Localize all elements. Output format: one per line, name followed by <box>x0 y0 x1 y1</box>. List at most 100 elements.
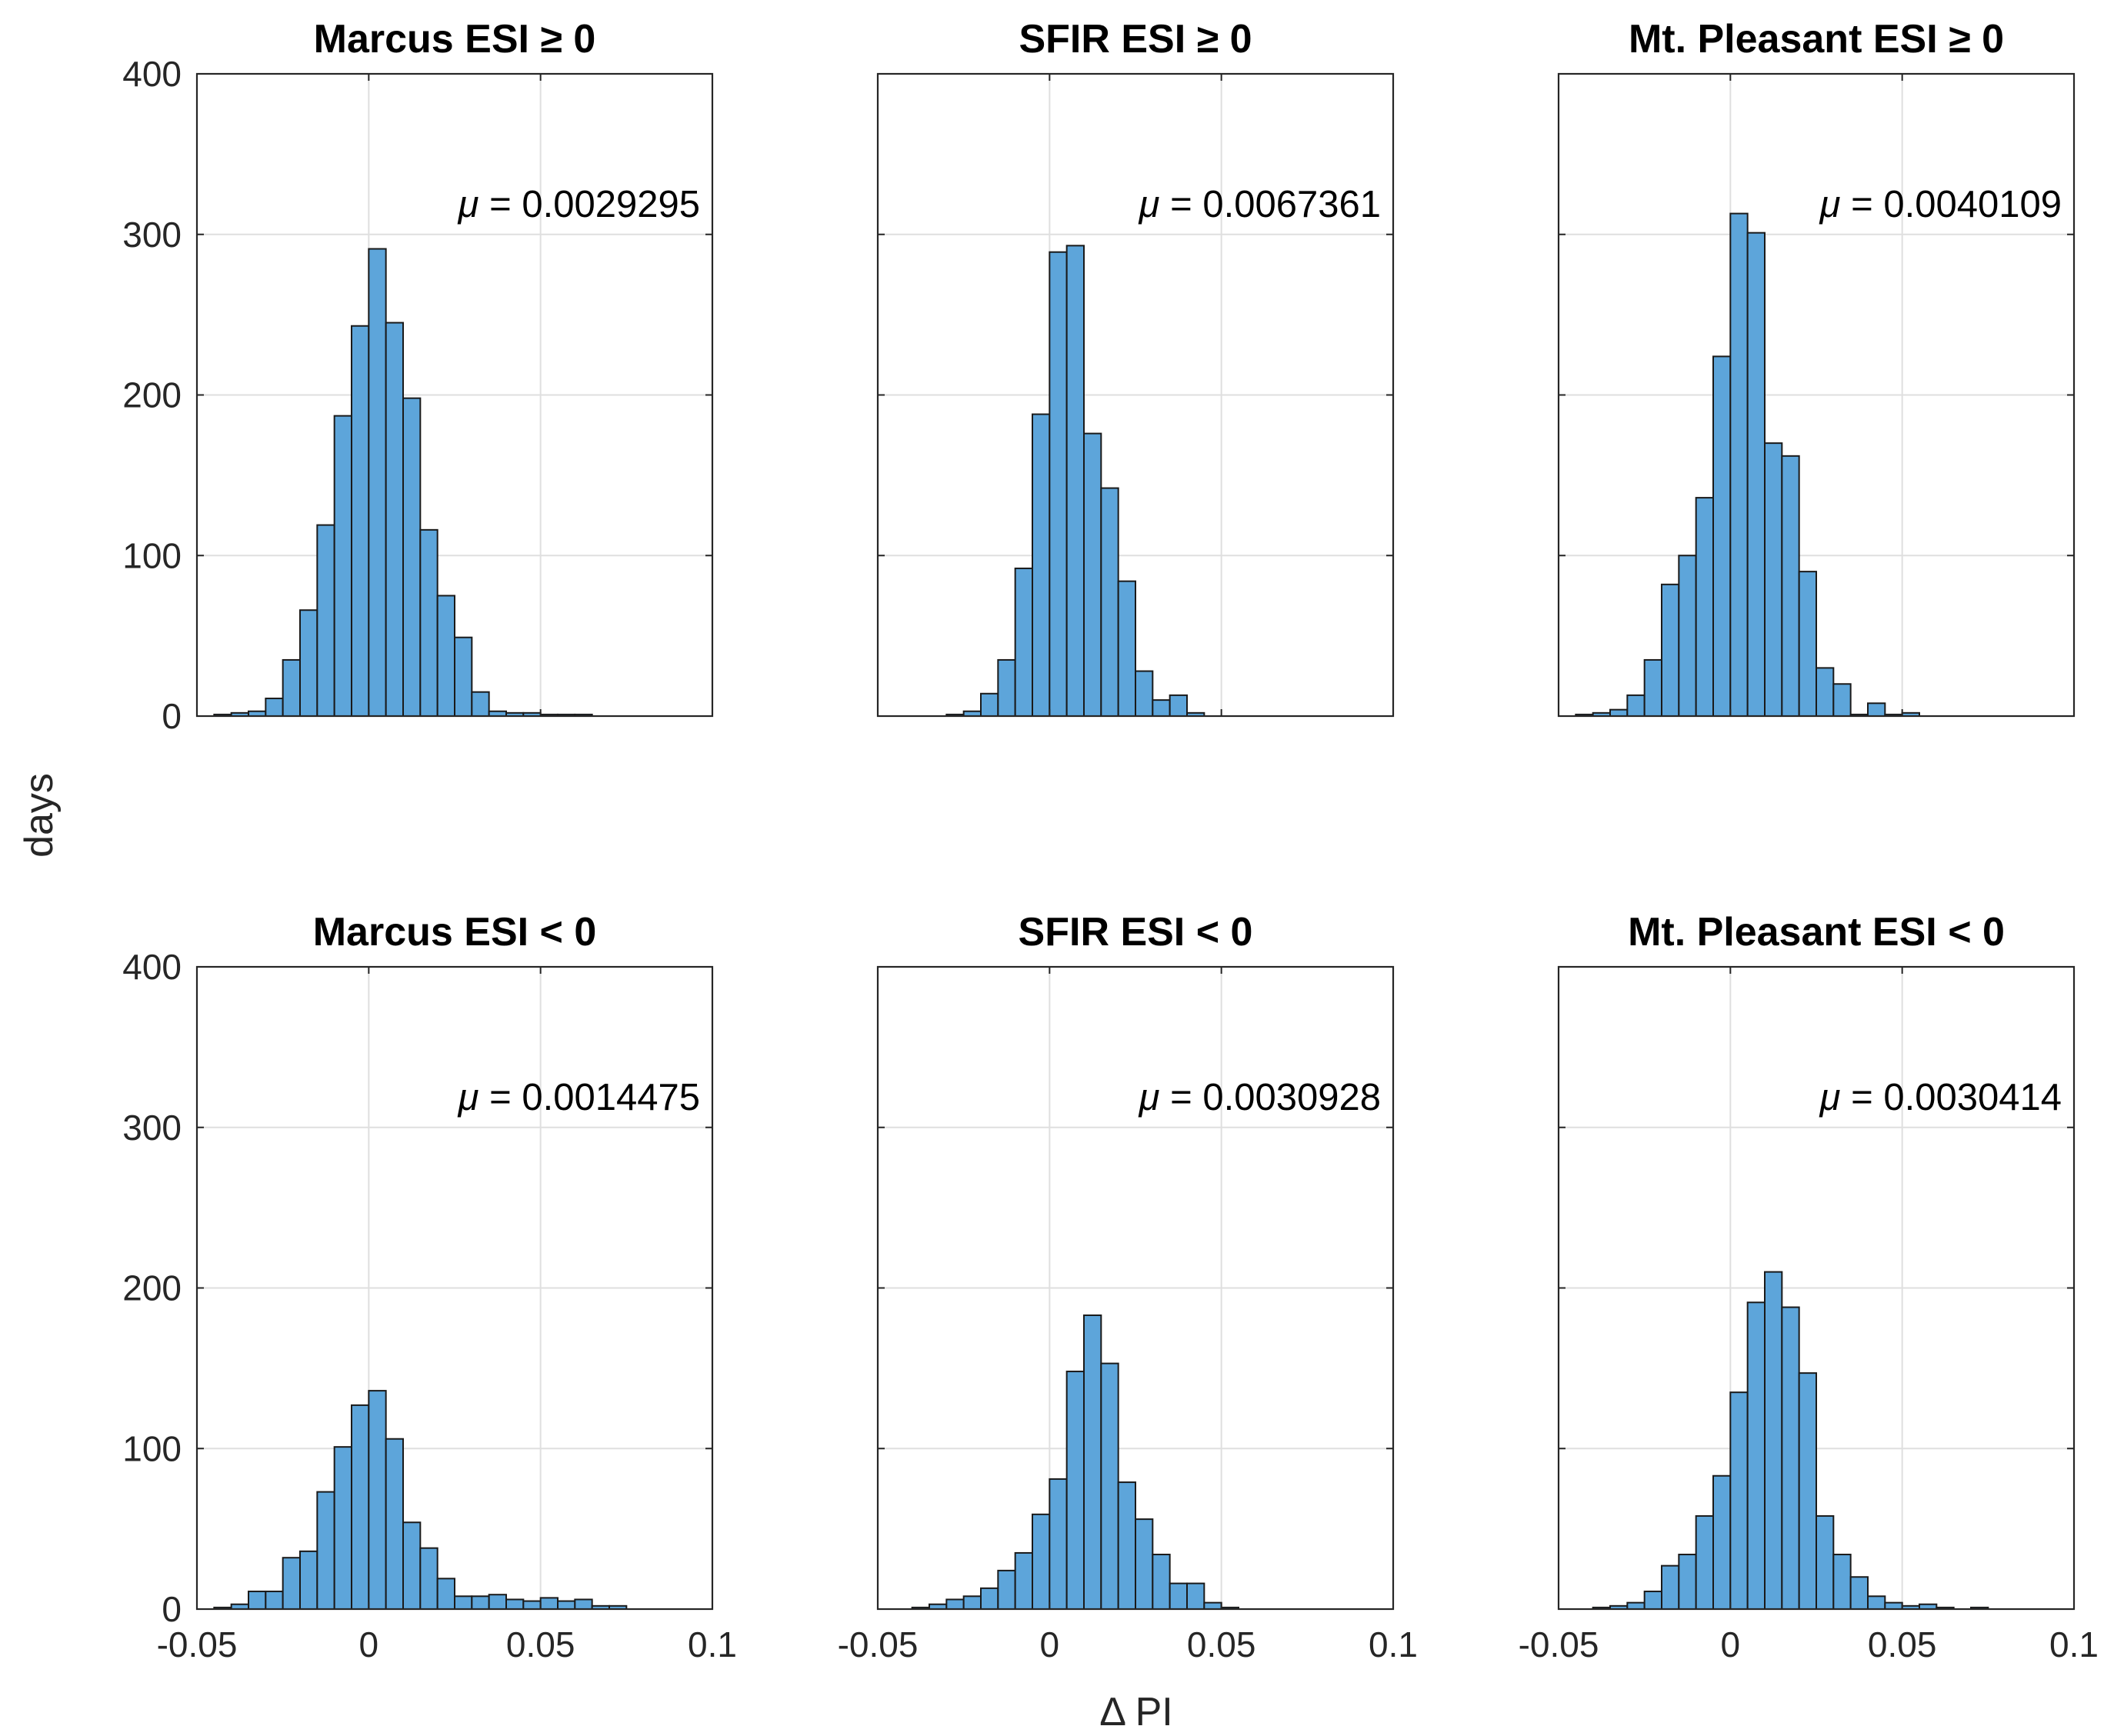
panel-title: Marcus ESI ≥ 0 <box>314 17 596 62</box>
mean-value: = 0.0067361 <box>1170 184 1381 225</box>
histogram-bar <box>1032 1513 1051 1611</box>
panel-title: Mt. Pleasant ESI < 0 <box>1628 910 2005 955</box>
x-tick-label: 0.1 <box>688 1624 737 1664</box>
histogram-bar <box>1867 702 1886 717</box>
histogram-bar <box>248 1591 267 1611</box>
histogram-bar <box>1746 1301 1766 1610</box>
histogram-bar <box>1661 583 1680 718</box>
histogram-bar <box>419 1547 438 1611</box>
histogram-bar <box>1816 667 1835 717</box>
histogram-bar <box>1643 1591 1663 1611</box>
histogram-bar <box>1032 413 1051 717</box>
histogram-bar <box>980 692 999 718</box>
histogram-bar <box>1712 1474 1732 1611</box>
histogram-bar <box>1832 683 1852 717</box>
histogram-bar <box>1764 442 1783 717</box>
histogram-bar <box>505 1598 525 1611</box>
histogram-bar <box>1626 1601 1646 1610</box>
histogram-bar <box>265 1591 284 1611</box>
histogram-bar <box>1117 580 1136 718</box>
histogram-bar <box>471 691 490 717</box>
histogram-bar <box>997 658 1016 717</box>
mean-value: = 0.0029295 <box>489 184 700 225</box>
histogram-bar <box>1729 1391 1749 1610</box>
histogram-bar <box>333 415 352 717</box>
histogram-bar <box>1643 658 1663 717</box>
mean-value: = 0.0014475 <box>489 1077 700 1118</box>
histogram-bar <box>351 325 370 717</box>
x-tick-label: 0.1 <box>2049 1624 2099 1664</box>
mu-symbol: μ <box>457 184 489 225</box>
y-axis-label: days <box>17 773 62 858</box>
histogram-bar <box>1203 1601 1222 1610</box>
histogram-bar <box>1746 232 1766 718</box>
histogram-bar <box>1832 1554 1852 1611</box>
histogram-bar <box>333 1446 352 1610</box>
x-tick-label: 0 <box>1721 1624 1741 1664</box>
histogram-bar <box>1695 497 1715 717</box>
mu-symbol: μ <box>1819 1077 1851 1118</box>
histogram-bar <box>1100 1362 1119 1611</box>
histogram-bar <box>539 1597 559 1610</box>
histogram-bar <box>265 698 284 717</box>
histogram-bar <box>299 609 318 717</box>
histogram-bar <box>1083 1314 1102 1611</box>
histogram-bar <box>1678 555 1697 717</box>
panel-title: SFIR ESI ≥ 0 <box>1019 17 1252 62</box>
histogram-bar <box>945 1598 965 1611</box>
histogram-bar <box>980 1587 999 1611</box>
mu-symbol: μ <box>1819 184 1851 225</box>
mean-annotation: μ = 0.0029295 <box>457 184 700 225</box>
histogram-bar <box>436 1578 456 1610</box>
histogram-bar <box>1014 1551 1033 1610</box>
y-tick-label: 0 <box>162 696 182 736</box>
histogram-bar <box>1661 1564 1680 1610</box>
histogram-bar <box>1065 245 1085 717</box>
mean-value: = 0.0030414 <box>1851 1077 2062 1118</box>
histogram-bar <box>1798 571 1818 717</box>
histogram-bar <box>962 1595 982 1611</box>
mu-symbol: μ <box>1138 184 1170 225</box>
histogram-bar <box>1626 694 1646 717</box>
histogram-bar <box>557 1600 576 1610</box>
histogram-bar <box>1083 432 1102 717</box>
histogram-bar <box>299 1550 318 1610</box>
histogram-bar <box>1117 1481 1136 1611</box>
mean-annotation: μ = 0.0030414 <box>1819 1077 2062 1118</box>
histogram-bar <box>1781 455 1800 717</box>
y-tick-label: 0 <box>162 1589 182 1629</box>
histogram-bar <box>1884 1601 1903 1610</box>
histogram-panel-6: -0.05 0 0.05 0.1 Mt. Pleasant ESI < 0 μ = 0.0… <box>1519 910 2099 1664</box>
y-tick-label: 200 <box>122 375 182 415</box>
mean-annotation: μ = 0.0067361 <box>1138 184 1381 225</box>
mean-annotation: μ = 0.0014475 <box>457 1077 700 1118</box>
histogram-bar <box>471 1595 490 1611</box>
histogram-bar <box>419 528 438 717</box>
mean-value: = 0.0040109 <box>1851 184 2062 225</box>
y-tick-label: 400 <box>122 947 182 987</box>
histogram-bar <box>1729 212 1749 717</box>
histogram-bar <box>282 658 301 717</box>
x-tick-label: 0.05 <box>506 1624 575 1664</box>
histogram-bar <box>1100 487 1119 717</box>
x-tick-label: 0.05 <box>1868 1624 1937 1664</box>
mu-symbol: μ <box>1138 1077 1170 1118</box>
histogram-bar <box>368 1390 387 1610</box>
histogram-bar <box>1135 670 1154 717</box>
y-tick-label: 100 <box>122 1428 182 1468</box>
histogram-bar <box>1049 1478 1068 1610</box>
histogram-bar <box>385 322 404 717</box>
histogram-bar <box>316 524 335 718</box>
histogram-bar <box>1065 1371 1085 1611</box>
histogram-bar <box>1609 708 1629 718</box>
histogram-bar <box>1849 1576 1869 1610</box>
histogram-panel-3: Mt. Pleasant ESI ≥ 0 μ = 0.0040109 <box>1557 17 2076 718</box>
histogram-bar <box>488 1594 508 1610</box>
histogram-bar <box>351 1404 370 1610</box>
histogram-bar <box>1764 1271 1783 1610</box>
histogram-bar <box>1152 1554 1171 1611</box>
histogram-bar <box>522 1600 542 1610</box>
histogram-bar <box>1014 567 1033 718</box>
histogram-bar <box>454 636 473 718</box>
